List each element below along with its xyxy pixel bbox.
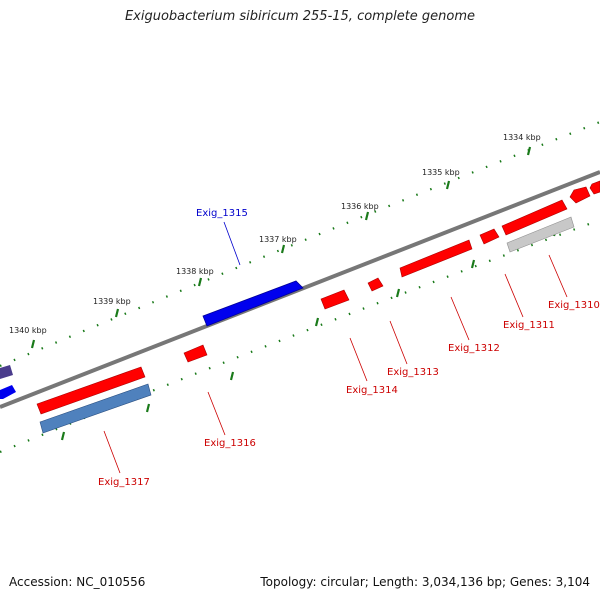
scale-label: 1337 kbp (259, 235, 297, 244)
major-ticks (30, 146, 558, 441)
leader-lines (103, 221, 568, 474)
accession-label: Accession: NC_010556 (9, 575, 146, 589)
label-exig-1311[interactable]: Exig_1311 (503, 320, 555, 331)
label-exig-1315[interactable]: Exig_1315 (196, 208, 248, 219)
label-exig-1316[interactable]: Exig_1316 (204, 438, 256, 449)
scale-labels: 1334 kbp 1335 kbp 1336 kbp 1337 kbp 1338… (9, 133, 541, 335)
major-tick (364, 211, 370, 221)
leader-exig-1312 (450, 296, 470, 341)
gene-partial-right[interactable] (589, 180, 600, 195)
scale-label: 1336 kbp (341, 202, 379, 211)
gene-exig-1315[interactable] (202, 280, 304, 327)
leader-exig-1314 (349, 337, 368, 382)
genome-summary: Topology: circular; Length: 3,034,136 bp… (260, 575, 590, 589)
gene-exig-1311-pseudo[interactable] (506, 216, 575, 253)
scale-label: 1339 kbp (93, 297, 131, 306)
label-exig-1310[interactable]: Exig_1310 (548, 300, 600, 311)
leader-exig-1315 (223, 221, 241, 266)
leader-exig-1317 (103, 430, 121, 474)
gene-exig-1316[interactable] (183, 344, 208, 363)
major-tick (60, 431, 66, 441)
gene-exig-1317[interactable] (36, 366, 146, 415)
reverse-strand-genes (0, 180, 600, 434)
gene-labels: Exig_1315 Exig_1310 Exig_1311 Exig_1312 … (98, 208, 600, 488)
gene-exig-1317-rna[interactable] (39, 383, 152, 434)
gene-exig-1310[interactable] (569, 186, 591, 204)
gene-exig-1314[interactable] (320, 289, 350, 310)
forward-strand-genes (0, 280, 304, 379)
label-exig-1313[interactable]: Exig_1313 (387, 367, 439, 378)
genome-backbone (0, 170, 600, 409)
map-title: Exiguobacterium sibiricum 255-15, comple… (124, 9, 476, 24)
scale-label: 1340 kbp (9, 326, 47, 335)
major-tick (395, 288, 401, 298)
major-tick (197, 277, 203, 287)
major-tick (229, 371, 235, 381)
label-exig-1314[interactable]: Exig_1314 (346, 385, 398, 396)
scale-label: 1338 kbp (176, 267, 214, 276)
scale-label: 1334 kbp (503, 133, 541, 142)
gene-small-a[interactable] (479, 228, 500, 245)
major-tick (314, 317, 320, 327)
leader-exig-1311 (504, 273, 524, 318)
label-exig-1317[interactable]: Exig_1317 (98, 477, 150, 488)
leader-exig-1313 (389, 320, 408, 365)
major-tick (470, 259, 476, 269)
major-tick (114, 308, 120, 318)
gene-exig-1313[interactable] (367, 277, 384, 292)
gene-partial-left[interactable] (0, 365, 13, 379)
major-tick (526, 146, 532, 156)
gene-partial-left-blue[interactable] (0, 385, 16, 399)
scale-label: 1335 kbp (422, 168, 460, 177)
gene-exig-1312[interactable] (399, 239, 473, 278)
leader-exig-1316 (207, 391, 226, 436)
major-tick (445, 180, 451, 190)
major-tick (145, 403, 151, 413)
gene-exig-1311[interactable] (501, 199, 568, 236)
major-tick (30, 339, 36, 349)
major-tick (280, 244, 286, 254)
label-exig-1312[interactable]: Exig_1312 (448, 343, 500, 354)
inner-tick-track (0, 218, 600, 454)
leader-exig-1310 (548, 254, 568, 298)
